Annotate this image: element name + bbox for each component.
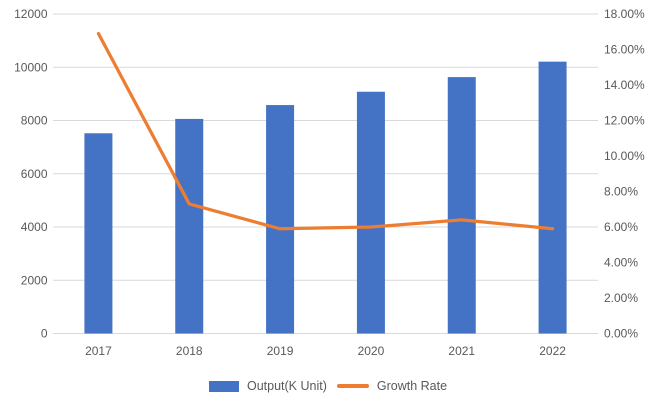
x-axis-category-label: 2019 — [267, 344, 294, 358]
right-axis-tick-label: 14.00% — [604, 78, 645, 92]
left-axis-tick-label: 10000 — [14, 60, 48, 74]
right-axis-tick-label: 16.00% — [604, 43, 645, 57]
left-axis-tick-label: 8000 — [21, 114, 48, 128]
gridlines-group — [53, 13, 598, 334]
left-axis-tick-label: 4000 — [21, 220, 48, 234]
x-axis-category-label: 2021 — [448, 344, 475, 358]
x-axis-category-label: 2017 — [85, 344, 112, 358]
bar-2017 — [84, 133, 113, 334]
bar-2018 — [175, 118, 204, 334]
legend-item-growth: Growth Rate — [336, 379, 448, 393]
bar-2020 — [356, 91, 385, 334]
right-axis-tick-label: 6.00% — [604, 220, 638, 234]
right-axis-tick-label: 12.00% — [604, 114, 645, 128]
left-axis-tick-label: 2000 — [21, 273, 48, 287]
growth-rate-line — [96, 31, 555, 231]
left-axis-tick-label: 0 — [41, 327, 48, 341]
right-axis-tick-label: 2.00% — [604, 291, 638, 305]
left-axis-tick-label: 12000 — [14, 7, 48, 21]
bar-series-group — [84, 61, 567, 334]
x-axis-category-label: 2020 — [358, 344, 385, 358]
x-axis-category-label: 2022 — [539, 344, 566, 358]
line-series-group — [96, 31, 555, 231]
right-axis-tick-label: 10.00% — [604, 149, 645, 163]
bar-2022 — [538, 61, 567, 334]
chart-legend: Output(K Unit) Growth Rate — [0, 375, 656, 397]
right-axis-tick-label: 4.00% — [604, 256, 638, 270]
output-bar-swatch-icon — [208, 380, 239, 392]
bar-2021 — [447, 77, 476, 334]
right-axis-tick-label: 0.00% — [604, 327, 638, 341]
x-axis-category-label: 2018 — [176, 344, 203, 358]
legend-growth-label: Growth Rate — [376, 379, 448, 393]
right-axis-tick-label: 8.00% — [604, 185, 638, 199]
growth-line-swatch-icon — [336, 384, 369, 388]
left-axis-tick-label: 6000 — [21, 167, 48, 181]
legend-output-label: Output(K Unit) — [246, 379, 327, 393]
axis-labels-group: 0 2000 4000 6000 8000 10000 12000 0.00% 2.00% 4.0… — [14, 7, 645, 358]
right-axis-tick-label: 18.00% — [604, 7, 645, 21]
bar-2019 — [266, 105, 295, 334]
legend-item-output: Output(K Unit) — [208, 379, 327, 393]
